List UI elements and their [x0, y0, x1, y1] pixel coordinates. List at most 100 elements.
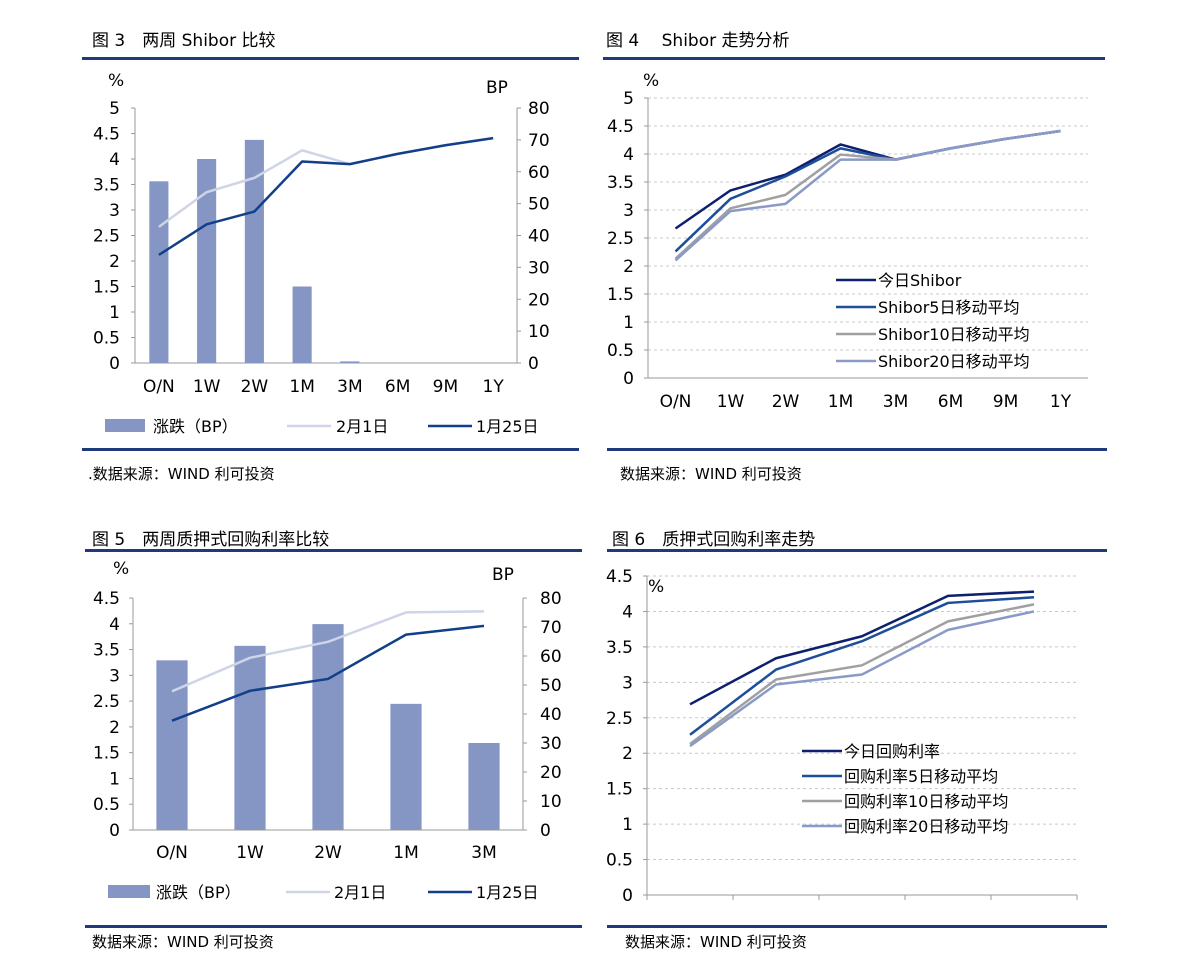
y-tick-label: 2.5	[606, 709, 633, 729]
x-tick-label: 3M	[883, 392, 908, 412]
y2-tick-label: 60	[540, 647, 562, 667]
chart-title: 图 4 Shibor 走势分析	[606, 31, 790, 51]
legend-label: 回购利率10日移动平均	[844, 792, 1008, 811]
y2-tick-label: 20	[528, 290, 550, 310]
y-tick-label: 4	[109, 615, 120, 635]
source-note: 数据来源：WIND 利可投资	[625, 933, 807, 951]
source-note: 数据来源：WIND 利可投资	[92, 933, 274, 951]
series-line	[689, 590, 1035, 706]
x-tick-label: 1M	[828, 392, 853, 412]
series-line	[158, 136, 494, 256]
y2-tick-label: 40	[528, 227, 550, 247]
series-line	[689, 610, 1035, 748]
y-tick-label: 4.5	[93, 125, 120, 145]
x-tick-label: 2W	[314, 843, 342, 863]
y2-tick-label: 20	[540, 763, 562, 783]
y-tick-label: 5	[109, 99, 120, 119]
x-tick-label: O/N	[143, 377, 175, 397]
y-tick-label: 3	[109, 666, 120, 686]
y2-tick-label: 30	[540, 734, 562, 754]
y2-tick-label: 70	[528, 131, 550, 151]
x-tick-label: 2W	[241, 377, 269, 397]
y-tick-label: 2.5	[607, 229, 634, 249]
bar	[244, 139, 264, 363]
y-tick-label: 2.5	[93, 692, 120, 712]
y-tick-label: 1.5	[93, 278, 120, 298]
chart-title: 图 5 两周质押式回购利率比较	[92, 530, 330, 550]
y2-axis-unit: BP	[492, 565, 514, 585]
x-tick-label: 9M	[433, 377, 458, 397]
bar	[468, 743, 500, 830]
series-line	[171, 624, 485, 722]
series-line	[689, 603, 1035, 746]
y2-axis-unit: BP	[486, 78, 508, 98]
y-tick-label: 1	[109, 303, 120, 323]
y-tick-label: 0	[622, 886, 633, 906]
legend-label: Shibor20日移动平均	[878, 352, 1030, 371]
y-tick-label: 1.5	[93, 744, 120, 764]
series-line	[171, 610, 485, 693]
footer-rule	[85, 925, 582, 928]
y-tick-label: 1.5	[606, 780, 633, 800]
x-tick-label: 1M	[393, 843, 418, 863]
bar	[292, 286, 312, 363]
y-tick-label: 4	[622, 602, 633, 622]
y-tick-label: 4.5	[93, 589, 120, 609]
x-tick-label: O/N	[660, 392, 692, 412]
y-tick-label: 2.5	[93, 227, 120, 247]
y-tick-label: 4	[109, 150, 120, 170]
x-tick-label: 1W	[236, 843, 264, 863]
bar	[156, 660, 188, 830]
series-line	[674, 129, 1061, 262]
y-tick-label: 4.5	[607, 117, 634, 137]
title-rule	[603, 57, 1105, 60]
bar	[340, 361, 360, 363]
y2-tick-label: 30	[528, 258, 550, 278]
legend-label: 回购利率20日移动平均	[844, 817, 1008, 836]
y2-tick-label: 80	[528, 99, 550, 119]
x-tick-label: 6M	[385, 377, 410, 397]
x-tick-label: 3M	[471, 843, 496, 863]
x-tick-label: 1W	[717, 392, 745, 412]
y-tick-label: 0.5	[607, 341, 634, 361]
y-tick-label: 3	[109, 201, 120, 221]
y-tick-label: 3.5	[607, 173, 634, 193]
y-tick-label: 3.5	[93, 641, 120, 661]
y-tick-label: 1	[623, 313, 634, 333]
bar	[197, 159, 217, 363]
bar	[149, 181, 169, 363]
x-tick-label: 6M	[938, 392, 963, 412]
y-tick-label: 2	[109, 718, 120, 738]
legend-label: 今日回购利率	[844, 742, 940, 761]
y2-tick-label: 0	[540, 821, 551, 841]
footer-rule	[607, 925, 1107, 928]
y2-tick-label: 0	[528, 354, 539, 374]
x-tick-label: 3M	[337, 377, 362, 397]
y-tick-label: 0	[109, 354, 120, 374]
y2-tick-label: 80	[540, 589, 562, 609]
legend-label: 2月1日	[336, 417, 388, 436]
title-rule	[85, 549, 582, 552]
y-tick-label: 0	[623, 369, 634, 389]
y2-tick-label: 40	[540, 705, 562, 725]
bar	[390, 703, 422, 830]
bar	[312, 624, 344, 830]
bar	[234, 645, 266, 830]
y-tick-label: 1	[109, 769, 120, 789]
y-tick-label: 5	[623, 89, 634, 109]
y-tick-label: 0.5	[93, 329, 120, 349]
y2-tick-label: 50	[540, 676, 562, 696]
source-note: .数据来源：WIND 利可投资	[88, 465, 275, 483]
y-tick-label: 0.5	[606, 851, 633, 871]
title-rule	[82, 57, 579, 60]
y-tick-label: 0	[109, 821, 120, 841]
y-axis-unit: %	[113, 559, 129, 579]
legend-label: 2月1日	[334, 883, 386, 902]
y-axis-unit: %	[643, 71, 659, 91]
x-tick-label: 1W	[193, 377, 221, 397]
y-axis-unit: %	[648, 577, 664, 597]
legend-label: 回购利率5日移动平均	[844, 767, 998, 786]
